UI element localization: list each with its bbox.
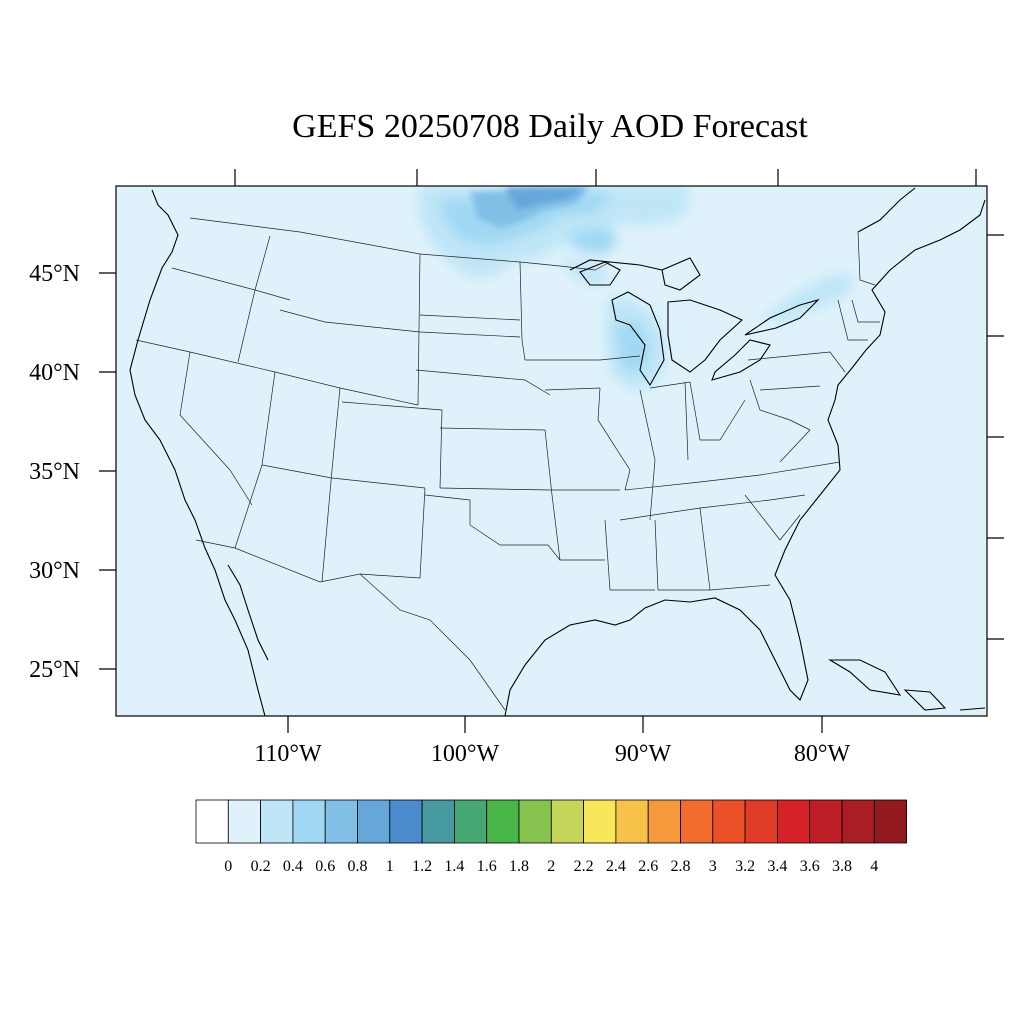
longitude-labels: 110°W 100°W 90°W 80°W <box>254 741 850 767</box>
colorbar-label: 1.4 <box>444 858 464 875</box>
colorbar-label: 1.8 <box>509 858 529 875</box>
colorbar-swatch <box>518 799 552 844</box>
colorbar-label: 0.2 <box>251 858 271 875</box>
colorbar-label: 2.6 <box>638 858 658 875</box>
colorbar-label: 0.6 <box>315 858 335 875</box>
colorbar-swatch <box>292 799 326 844</box>
colorbar-label: 3.6 <box>800 858 820 875</box>
lon-label-90w: 90°W <box>615 741 672 767</box>
colorbar-swatch <box>583 799 617 844</box>
colorbar-swatch <box>744 799 778 844</box>
lat-label-40n: 40°N <box>29 360 80 386</box>
colorbar-label: 3.4 <box>767 858 787 875</box>
lat-label-45n: 45°N <box>29 261 80 287</box>
colorbar-swatch <box>873 799 907 844</box>
colorbar-label: 1.2 <box>412 858 432 875</box>
aod-plume-shading <box>418 186 854 390</box>
colorbar-label: 4 <box>870 858 878 875</box>
colorbar-label: 3.8 <box>832 858 852 875</box>
colorbar-label: 0.4 <box>283 858 303 875</box>
colorbar-label: 2.8 <box>671 858 691 875</box>
colorbar-swatch <box>550 799 584 844</box>
colorbar-swatch <box>809 799 843 844</box>
state-boundaries <box>135 217 880 711</box>
colorbar-label: 3 <box>709 858 717 875</box>
colorbar-label: 2 <box>547 858 555 875</box>
latitude-labels: 45°N 40°N 35°N 30°N 25°N <box>29 261 80 683</box>
colorbar-label: 3.2 <box>735 858 755 875</box>
lat-label-30n: 30°N <box>29 558 80 584</box>
colorbar-swatch <box>227 799 262 844</box>
colorbar-label: 2.4 <box>606 858 626 875</box>
lat-label-35n: 35°N <box>29 459 80 485</box>
colorbar-label: 0.8 <box>348 858 368 875</box>
colorbar-swatch <box>260 799 294 844</box>
map-frame <box>115 185 988 717</box>
colorbar-swatch <box>486 799 520 844</box>
colorbar-label: 1 <box>386 858 394 875</box>
colorbar-swatch <box>421 799 455 844</box>
colorbar-swatch <box>357 799 391 844</box>
lat-label-25n: 25°N <box>29 657 80 683</box>
colorbar-swatch <box>389 799 423 844</box>
colorbar-swatch <box>324 799 358 844</box>
colorbar-swatch <box>841 799 875 844</box>
colorbar-swatch <box>647 799 681 844</box>
colorbar-swatch <box>777 799 811 844</box>
coastlines <box>129 187 986 716</box>
colorbar-label: 0 <box>224 858 232 875</box>
colorbar-swatch <box>195 799 229 844</box>
colorbar-swatch <box>712 799 746 844</box>
colorbar-label: 1.6 <box>477 858 497 875</box>
lon-label-110w: 110°W <box>254 741 322 767</box>
colorbar-swatch <box>615 799 649 844</box>
lon-label-100w: 100°W <box>431 741 500 767</box>
colorbar-swatch <box>680 799 714 844</box>
lon-label-80w: 80°W <box>794 741 851 767</box>
colorbar-label: 2.2 <box>574 858 594 875</box>
colorbar-swatch <box>453 799 488 844</box>
map-ticks <box>99 169 1004 733</box>
map-title: GEFS 20250708 Daily AOD Forecast <box>292 108 808 145</box>
colorbar: 0 0.2 0.4 0.6 0.8 1 1.2 1.4 1.6 1.8 2 2.2 2.4 2.6 2.8 3… <box>195 799 907 875</box>
